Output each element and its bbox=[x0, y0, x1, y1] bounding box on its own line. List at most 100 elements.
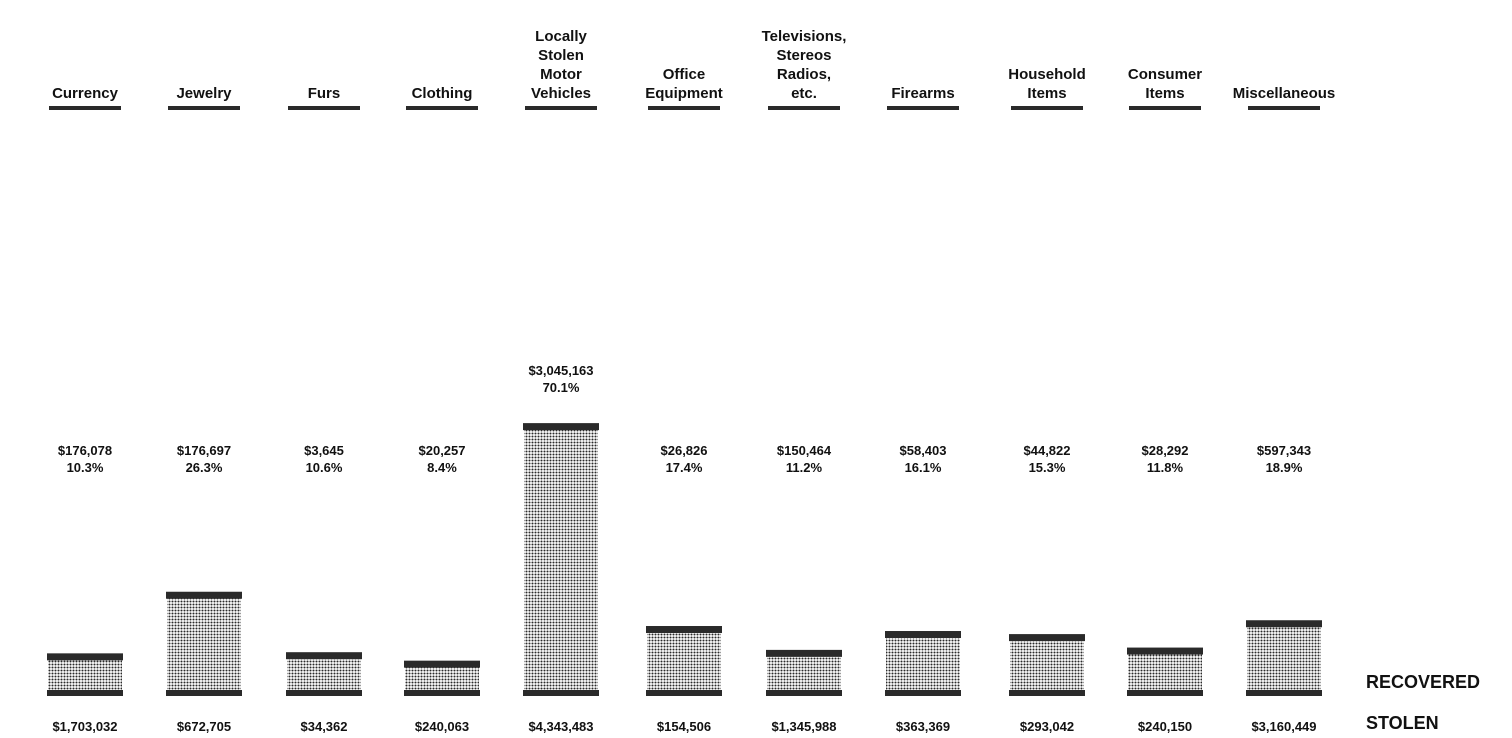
stolen-value-label: $154,506 bbox=[657, 719, 711, 734]
bar-top-cap bbox=[166, 591, 242, 599]
recovered-percent-label: 10.3% bbox=[67, 460, 104, 475]
category-underline bbox=[887, 106, 959, 110]
recovered-bar bbox=[524, 425, 598, 695]
category-underline bbox=[168, 106, 240, 110]
bar-base bbox=[1009, 690, 1085, 696]
recovered-percent-label: 70.1% bbox=[543, 380, 580, 395]
category-label: Firearms bbox=[891, 85, 954, 102]
legend-stolen: STOLEN bbox=[1366, 713, 1439, 733]
stolen-value-label: $672,705 bbox=[177, 719, 231, 734]
category-underline bbox=[1248, 106, 1320, 110]
category-underline bbox=[49, 106, 121, 110]
category-label: Locally bbox=[535, 28, 587, 45]
category-label: Miscellaneous bbox=[1233, 85, 1336, 102]
category-label: Items bbox=[1027, 85, 1066, 102]
category-label: Jewelry bbox=[176, 85, 232, 102]
category-underline bbox=[1011, 106, 1083, 110]
recovered-value-label: $3,645 bbox=[304, 443, 344, 458]
bar-top-cap bbox=[286, 652, 362, 660]
category-underline bbox=[525, 106, 597, 110]
recovered-bar bbox=[647, 628, 721, 695]
category-label: Stolen bbox=[538, 47, 584, 64]
recovered-value-label: $58,403 bbox=[900, 443, 947, 458]
recovered-bar bbox=[1128, 649, 1202, 695]
recovered-bar bbox=[405, 662, 479, 695]
stolen-value-label: $3,160,449 bbox=[1251, 719, 1316, 734]
bar-base bbox=[166, 690, 242, 696]
recovered-percent-label: 11.2% bbox=[786, 460, 823, 475]
recovered-bar bbox=[287, 654, 361, 695]
stolen-value-label: $1,703,032 bbox=[52, 719, 117, 734]
category-label: Consumer bbox=[1128, 66, 1202, 83]
category-underline bbox=[406, 106, 478, 110]
recovered-percent-label: 11.8% bbox=[1147, 460, 1184, 475]
recovered-bar bbox=[886, 633, 960, 695]
bar-base bbox=[885, 690, 961, 696]
recovered-bar bbox=[1247, 622, 1321, 695]
category-underline bbox=[1129, 106, 1201, 110]
recovered-bar bbox=[1010, 636, 1084, 695]
bar-top-cap bbox=[47, 653, 123, 661]
recovered-bar bbox=[767, 651, 841, 695]
value-labels: $176,078 10.3% $176,697 26.3% $3,645 10.6% $20… bbox=[58, 363, 1311, 475]
category-underline bbox=[648, 106, 720, 110]
recovered-value-label: $176,697 bbox=[177, 443, 231, 458]
recovered-percent-label: 10.6% bbox=[306, 460, 343, 475]
stolen-value-label: $293,042 bbox=[1020, 719, 1074, 734]
bar-base bbox=[286, 690, 362, 696]
recovered-value-label: $20,257 bbox=[419, 443, 466, 458]
bar-base bbox=[523, 690, 599, 696]
category-label: Household bbox=[1008, 66, 1086, 83]
bars bbox=[47, 423, 1322, 696]
stolen-value-label: $1,345,988 bbox=[771, 719, 836, 734]
bar-base bbox=[646, 690, 722, 696]
recovered-percent-label: 18.9% bbox=[1266, 460, 1303, 475]
bar-top-cap bbox=[1009, 634, 1085, 642]
bar-base bbox=[1246, 690, 1322, 696]
recovered-value-label: $28,292 bbox=[1142, 443, 1189, 458]
recovered-percent-label: 8.4% bbox=[427, 460, 457, 475]
bar-base bbox=[766, 690, 842, 696]
category-label: Furs bbox=[308, 85, 341, 102]
bar-top-cap bbox=[1127, 647, 1203, 655]
bar-top-cap bbox=[766, 649, 842, 657]
stolen-value-label: $363,369 bbox=[896, 719, 950, 734]
category-label: Stereos bbox=[776, 47, 831, 64]
category-labels: Currency Jewelry Furs Clothing Locally Stolen… bbox=[49, 28, 1335, 110]
stolen-value-label: $4,343,483 bbox=[528, 719, 593, 734]
bar-base bbox=[47, 690, 123, 696]
bar-base bbox=[404, 690, 480, 696]
category-label: Motor bbox=[540, 66, 582, 83]
recovered-value-label: $26,826 bbox=[661, 443, 708, 458]
stolen-labels: $1,703,032 $672,705 $34,362 $240,063 $4,343,… bbox=[52, 719, 1316, 734]
bar-top-cap bbox=[404, 660, 480, 668]
stolen-value-label: $34,362 bbox=[301, 719, 348, 734]
recovered-value-label: $44,822 bbox=[1024, 443, 1071, 458]
recovered-value-label: $176,078 bbox=[58, 443, 112, 458]
category-underline bbox=[768, 106, 840, 110]
bar-top-cap bbox=[885, 631, 961, 639]
bar-top-cap bbox=[646, 626, 722, 634]
recovered-percent-label: 16.1% bbox=[905, 460, 942, 475]
category-underline bbox=[288, 106, 360, 110]
bar-top-cap bbox=[523, 423, 599, 431]
category-label: etc. bbox=[791, 85, 817, 102]
recovered-value-label: $3,045,163 bbox=[528, 363, 593, 378]
category-label: Vehicles bbox=[531, 85, 591, 102]
category-label: Televisions, bbox=[762, 28, 847, 45]
category-label: Clothing bbox=[412, 85, 473, 102]
category-label: Radios, bbox=[777, 66, 831, 83]
recovered-bar bbox=[167, 593, 241, 695]
bar-top-cap bbox=[1246, 620, 1322, 628]
recovered-percent-label: 17.4% bbox=[666, 460, 703, 475]
bar-base bbox=[1127, 690, 1203, 696]
category-label: Currency bbox=[52, 85, 119, 102]
recovered-percent-label: 15.3% bbox=[1029, 460, 1066, 475]
legend-recovered: RECOVERED bbox=[1366, 672, 1480, 692]
recovered-bar bbox=[48, 655, 122, 695]
stolen-value-label: $240,150 bbox=[1138, 719, 1192, 734]
recovered-value-label: $150,464 bbox=[777, 443, 832, 458]
recovered-value-label: $597,343 bbox=[1257, 443, 1311, 458]
category-label: Items bbox=[1145, 85, 1184, 102]
